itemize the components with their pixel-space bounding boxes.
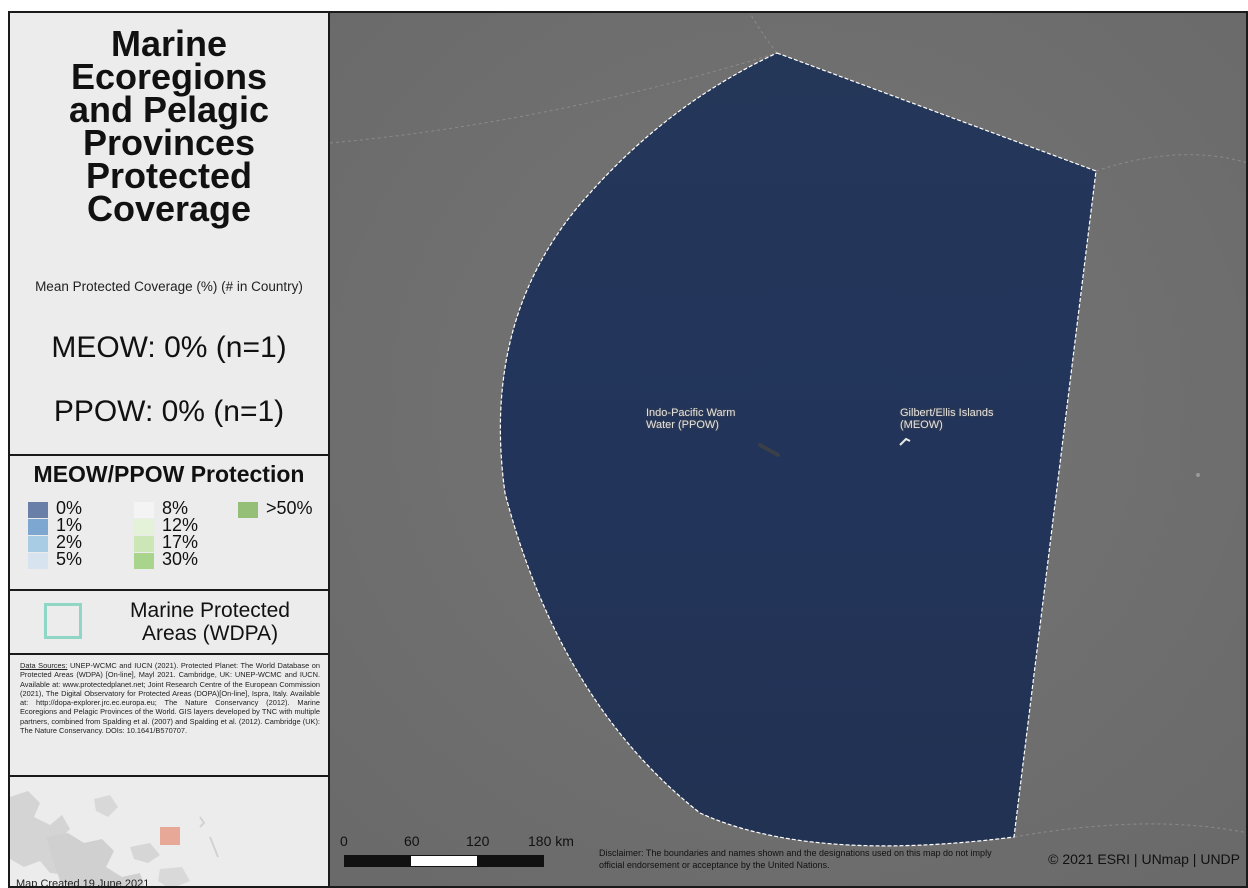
subtitle: Mean Protected Coverage (%) (# in Countr…: [35, 279, 303, 294]
map-title: Marine Ecoregions and Pelagic Provinces …: [10, 23, 328, 229]
legend-label: 17%: [162, 532, 199, 552]
legend-label: 12%: [162, 515, 199, 535]
mpa-label: Marine Protected Areas (WDPA): [130, 599, 290, 645]
mpa-swatch: [44, 603, 82, 639]
map-created-date: Map Created 19 June 2021: [16, 878, 150, 888]
map-canvas: [330, 13, 1246, 886]
legend-label: 8%: [162, 498, 189, 518]
inset-map: [10, 777, 328, 886]
inset-extent-box: [160, 827, 180, 845]
credits: © 2021 ESRI | UNmap | UNDP: [1048, 851, 1240, 867]
island-dot: [1196, 473, 1200, 477]
legend-swatch: [134, 502, 154, 518]
title-panel: Marine Ecoregions and Pelagic Provinces …: [10, 13, 328, 456]
ppow-stat: PPOW: 0% (n=1): [53, 395, 285, 428]
meow-map-label: Gilbert/Ellis Islands (MEOW): [900, 407, 994, 431]
title-line: Protected: [85, 155, 253, 196]
legend-swatch: [134, 519, 154, 535]
sources-panel: Data Sources: UNEP-WCMC and IUCN (2021).…: [10, 655, 328, 777]
island-shape: [899, 437, 911, 446]
legend-swatch: [134, 553, 154, 569]
title-line: Coverage: [86, 188, 252, 229]
mpa-legend-panel: Marine Protected Areas (WDPA): [10, 591, 328, 655]
scale-tick: 120: [466, 833, 490, 849]
legend-panel: MEOW/PPOW Protection 0% 1% 2% 5%: [10, 456, 328, 591]
inset-panel: Map Created 19 June 2021: [10, 777, 328, 888]
sources-body: UNEP-WCMC and IUCN (2021). Protected Pla…: [20, 661, 320, 736]
title-line: Ecoregions: [70, 56, 268, 97]
scale-bar: [344, 855, 544, 867]
disclaimer: Disclaimer: The boundaries and names sho…: [599, 848, 992, 870]
ppow-map-label: Indo-Pacific Warm Water (PPOW): [646, 407, 736, 431]
legend-label: 1%: [56, 515, 83, 535]
legend-swatch: [28, 519, 48, 535]
legend-title: MEOW/PPOW Protection: [33, 461, 305, 487]
scale-tick: 0: [340, 833, 348, 849]
boundary-line: [749, 13, 778, 54]
legend-label: 30%: [162, 549, 199, 569]
title-line: Provinces: [82, 122, 256, 163]
legend-swatch: [28, 502, 48, 518]
legend-label: 0%: [56, 498, 83, 518]
map-frame: Marine Ecoregions and Pelagic Provinces …: [8, 11, 1248, 888]
data-sources: Data Sources: UNEP-WCMC and IUCN (2021).…: [20, 661, 320, 735]
title-line: Marine: [110, 23, 228, 64]
legend-label: >50%: [266, 498, 313, 518]
legend-label: 5%: [56, 549, 83, 569]
scale-tick: 60: [404, 833, 420, 849]
island-shape: [758, 443, 780, 457]
legend-swatch: [238, 502, 258, 518]
main-map[interactable]: Indo-Pacific Warm Water (PPOW) Gilbert/E…: [330, 13, 1246, 886]
scale-tick: 180 km: [528, 833, 574, 849]
boundary-line: [330, 52, 778, 144]
boundary-line: [1013, 823, 1246, 838]
meow-stat: MEOW: 0% (n=1): [51, 331, 287, 364]
sidebar: Marine Ecoregions and Pelagic Provinces …: [10, 13, 330, 886]
ecoregion-polygon[interactable]: [499, 52, 1097, 847]
title-line: and Pelagic: [68, 89, 270, 130]
sources-heading: Data Sources:: [20, 661, 68, 670]
boundary-line: [1095, 154, 1246, 172]
legend-swatch: [28, 536, 48, 552]
legend-label: 2%: [56, 532, 83, 552]
legend-swatch: [28, 553, 48, 569]
legend-swatch: [134, 536, 154, 552]
